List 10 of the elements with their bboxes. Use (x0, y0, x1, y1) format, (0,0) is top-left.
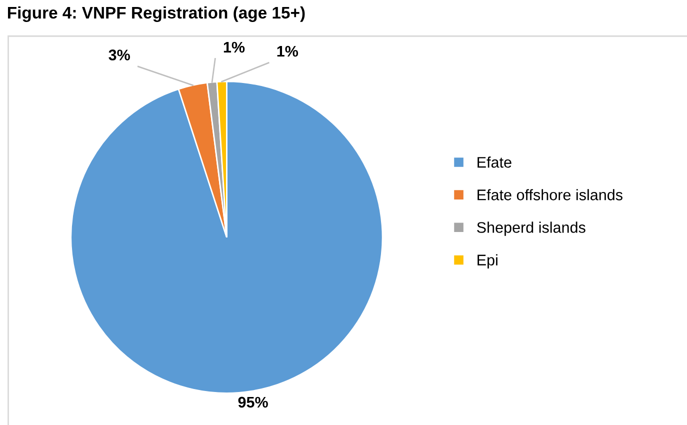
pie-slice (70, 80, 384, 394)
data-label: 95% (238, 396, 268, 408)
chart-title: Figure 4: VNPF Registration (age 15+) (8, 6, 305, 22)
data-label: 3% (108, 50, 130, 60)
legend-label: Epi (478, 254, 498, 268)
data-label: 1% (277, 46, 298, 57)
data-label: 1% (224, 42, 245, 53)
legend-label: Efate offshore islands (478, 189, 622, 200)
legend-label: Sheperd islands (477, 222, 586, 236)
legend-label: Efate (478, 156, 512, 168)
